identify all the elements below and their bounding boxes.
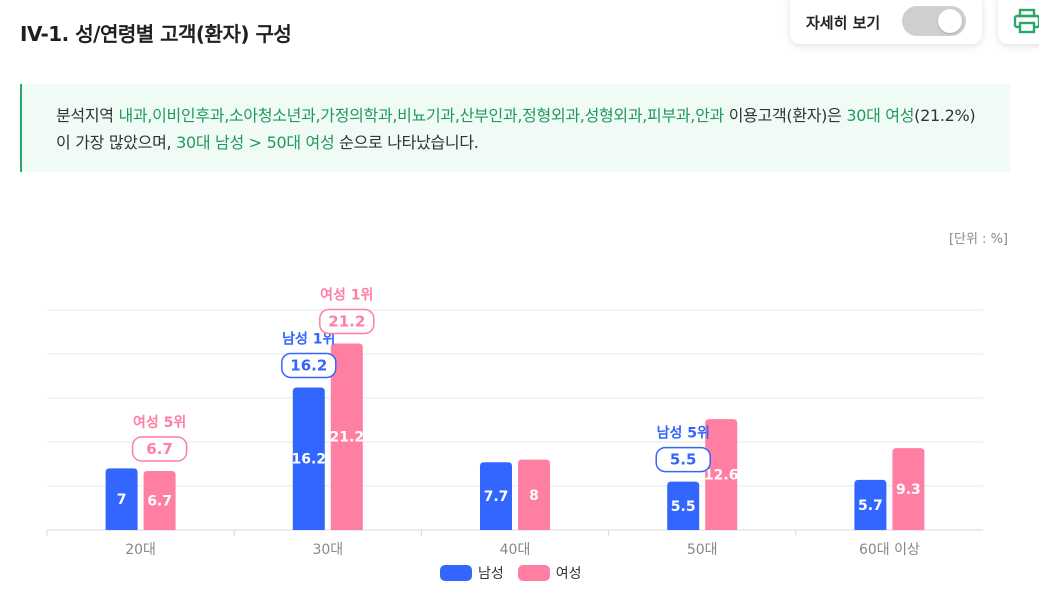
data-label: 7.7	[484, 489, 509, 505]
rank-callout-value: 16.2	[290, 356, 327, 374]
data-label: 9.3	[896, 482, 921, 498]
rank-callout-label: 남성 5위	[657, 425, 710, 442]
x-tick-label: 50대	[687, 542, 718, 558]
rank-callout-value: 21.2	[328, 312, 365, 330]
bar-male	[667, 481, 700, 530]
bar-male	[480, 462, 512, 530]
bar-female	[892, 448, 925, 530]
data-label: 21.2	[330, 430, 365, 446]
legend-item-male[interactable]: 남성	[440, 563, 504, 583]
data-label: 16.2	[292, 452, 327, 468]
legend-swatch-male	[440, 565, 472, 581]
rank-callout-box	[319, 308, 375, 335]
bar-male	[292, 387, 325, 530]
legend-swatch-female	[517, 565, 550, 581]
rank-callout-label: 남성 1위	[282, 330, 335, 347]
summary-box: 분석지역 내과,이비인후과,소아청소년과,가정의학과,비뇨기과,산부인과,정형외…	[20, 84, 1010, 172]
summary-highlight-top: 30대 여성	[846, 106, 915, 125]
rank-callout-box	[281, 352, 337, 379]
chart-legend: 남성 여성	[440, 563, 582, 583]
bar-female	[143, 471, 176, 530]
detail-toggle-label: 자세히 보기	[806, 14, 881, 32]
rank-callout-label: 여성 1위	[320, 286, 373, 303]
legend-label-female: 여성	[555, 566, 582, 582]
x-tick-label: 40대	[500, 542, 531, 558]
bar-female	[330, 343, 363, 530]
rank-callout-label: 여성 5위	[133, 414, 186, 431]
toggle-knob	[938, 9, 962, 33]
summary-text-part: (21.2%)이 가장 많았으며,	[56, 106, 976, 152]
detail-toggle-card: 자세히 보기	[790, 0, 982, 44]
bar-female	[518, 459, 550, 530]
rank-callout-value: 6.7	[146, 440, 173, 458]
data-label: 7	[117, 492, 127, 508]
legend-item-female[interactable]: 여성	[517, 563, 582, 583]
summary-highlight-ranking: 30대 남성 > 50대 여성	[176, 133, 335, 152]
rank-callout-box	[131, 436, 188, 462]
legend-label-male: 남성	[478, 566, 504, 582]
x-tick-label: 60대 이상	[859, 542, 920, 558]
summary-text-part: 이용고객(환자)은	[723, 106, 847, 125]
bar-male	[105, 468, 138, 530]
bar-female	[705, 419, 738, 530]
x-tick-label: 30대	[312, 542, 343, 558]
detail-toggle-switch[interactable]	[902, 6, 966, 36]
data-label: 12.6	[704, 468, 739, 484]
rank-callout-value: 5.5	[670, 451, 697, 469]
unit-label: [단위 : %]	[948, 232, 1008, 247]
bar-male	[854, 479, 887, 530]
summary-text-part: 분석지역	[56, 106, 119, 125]
data-label: 5.5	[671, 499, 696, 515]
data-label: 8	[529, 488, 539, 504]
page-title: IV-1. 성/연령별 고객(환자) 구성	[20, 22, 292, 46]
summary-text: 분석지역 내과,이비인후과,소아청소년과,가정의학과,비뇨기과,산부인과,정형외…	[56, 102, 986, 156]
x-tick-label: 20대	[125, 542, 156, 558]
printer-icon	[1013, 8, 1039, 34]
data-label: 6.7	[147, 494, 172, 510]
rank-callout-box	[655, 446, 711, 473]
data-label: 5.7	[858, 498, 883, 514]
print-button[interactable]	[998, 0, 1039, 44]
summary-text-part: 순으로 나타났습니다.	[334, 133, 479, 152]
summary-highlight-departments: 내과,이비인후과,소아청소년과,가정의학과,비뇨기과,산부인과,정형외과,성형외…	[118, 106, 724, 125]
